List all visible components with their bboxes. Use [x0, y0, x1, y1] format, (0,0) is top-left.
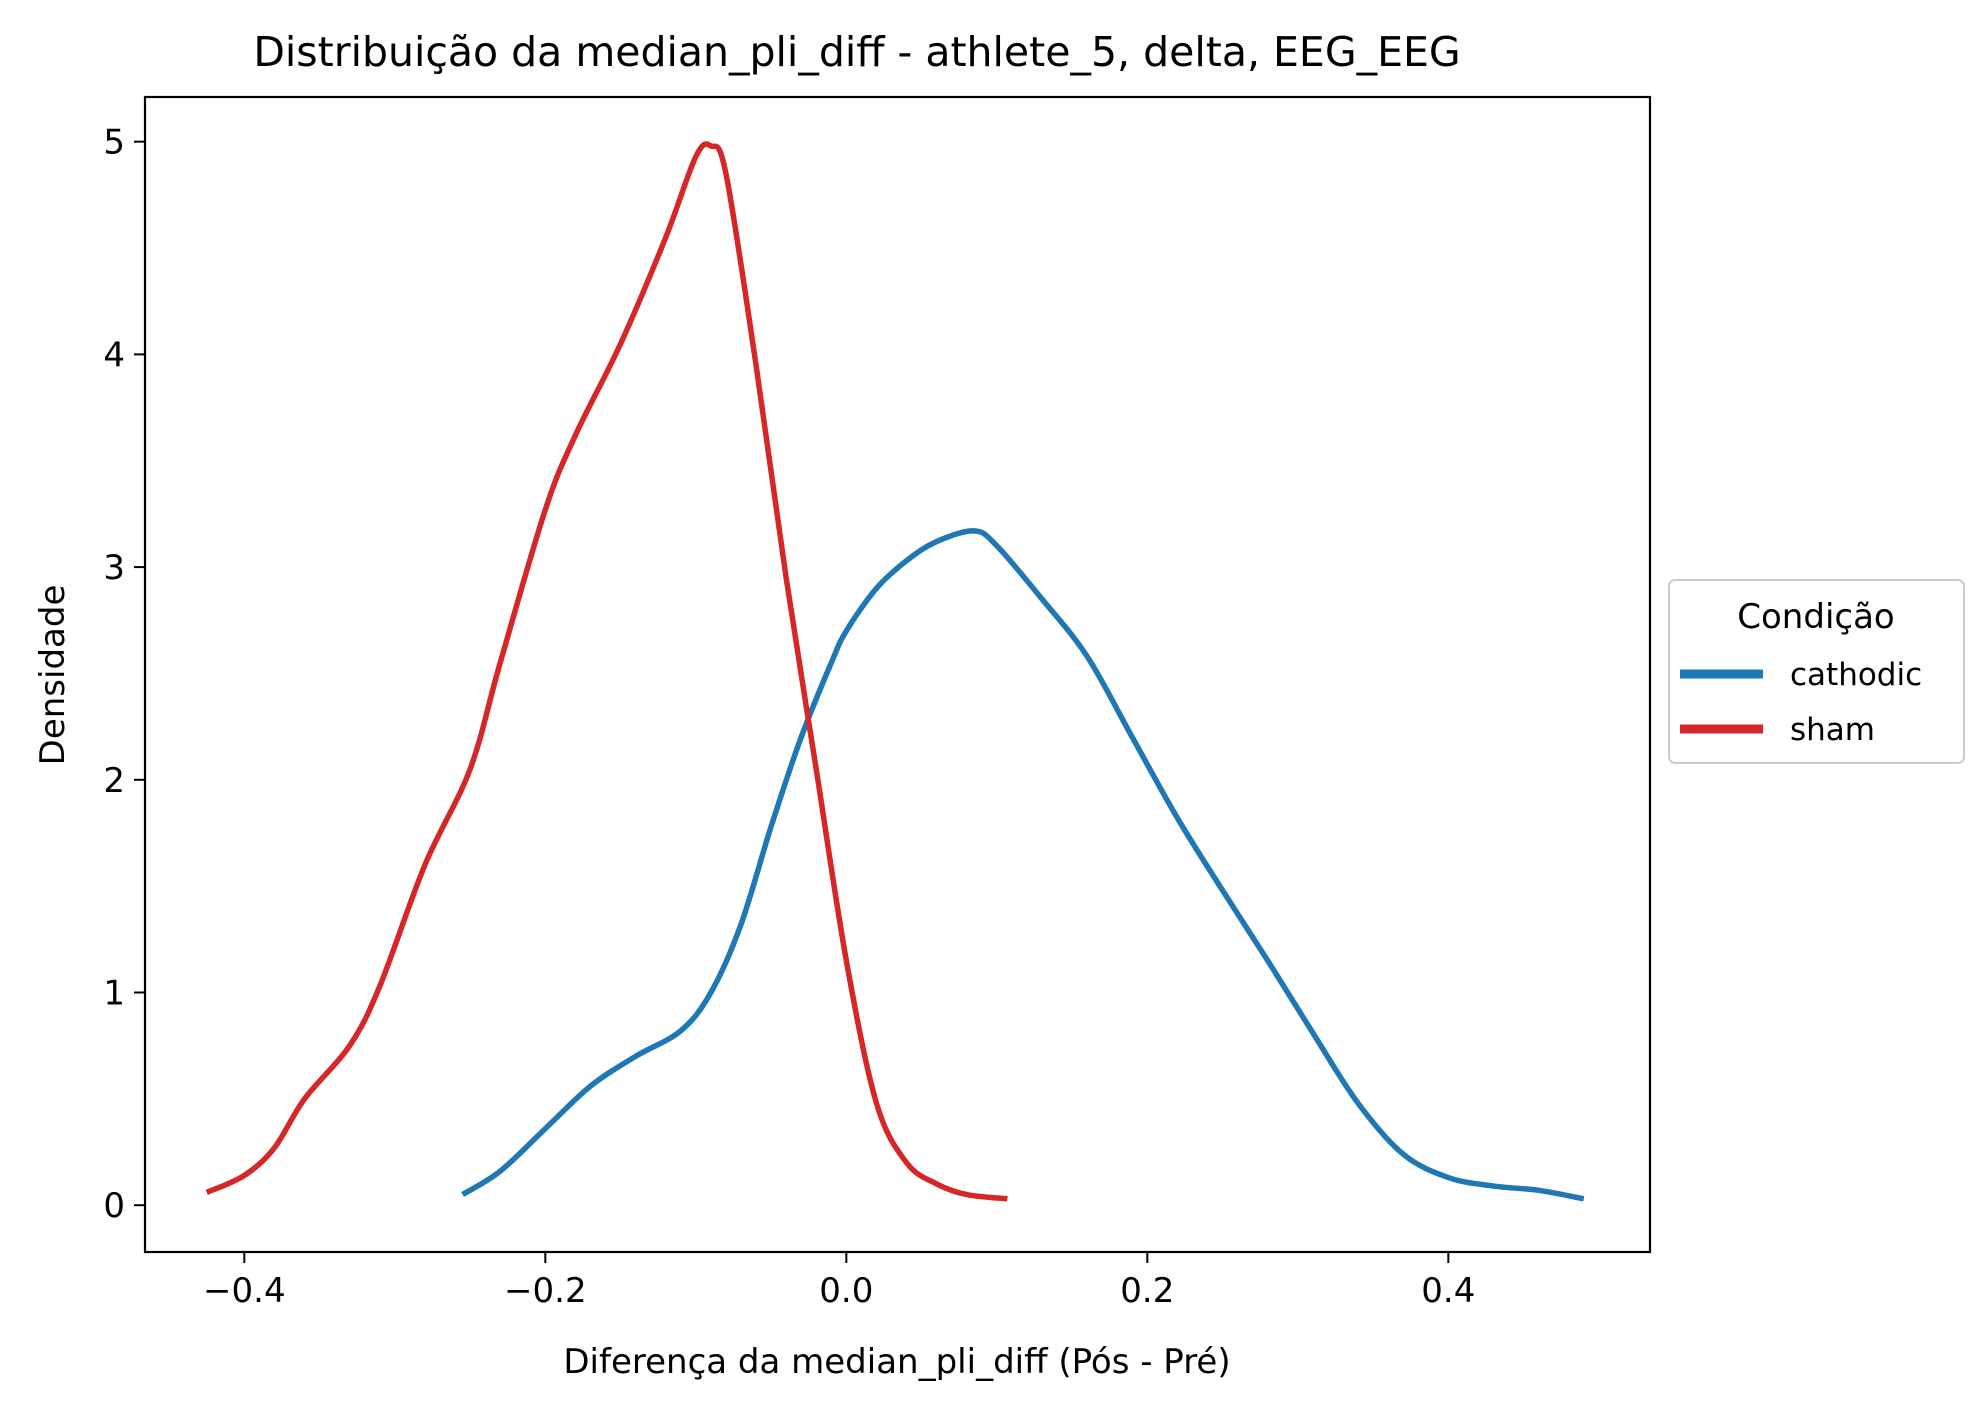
y-axis-label: Densidade [33, 585, 73, 766]
legend-box [1668, 579, 1965, 764]
x-tick-label: 0.0 [819, 1271, 873, 1311]
y-tick-label: 3 [103, 548, 125, 588]
y-axis-ticks: 0 1 2 3 4 5 [103, 123, 145, 1226]
x-axis-label: Diferença da median_pli_diff (Pós - Pré) [563, 1342, 1230, 1382]
series-layer [205, 141, 1585, 1202]
y-tick-label: 2 [103, 761, 125, 801]
x-tick-label: 0.2 [1120, 1271, 1174, 1311]
y-tick-label: 0 [103, 1186, 125, 1226]
series-line-sham [205, 141, 1008, 1202]
series-line-cathodic [461, 528, 1585, 1202]
y-tick-label: 4 [103, 335, 125, 375]
y-tick-label: 5 [103, 123, 125, 163]
legend-label-sham: sham [1790, 712, 1875, 748]
legend: Condição cathodic sham [1668, 579, 1965, 764]
x-axis-ticks: −0.4 −0.2 0.0 0.2 0.4 [203, 1252, 1475, 1311]
x-tick-label: −0.2 [504, 1271, 587, 1311]
legend-label-cathodic: cathodic [1790, 657, 1922, 693]
x-tick-label: −0.4 [203, 1271, 286, 1311]
plot-frame [143, 95, 1652, 1254]
x-tick-label: 0.4 [1421, 1271, 1475, 1311]
y-tick-label: 1 [103, 973, 125, 1013]
chart-title: Distribuição da median_pli_diff - athlet… [253, 28, 1460, 76]
legend-title: Condição [1737, 597, 1894, 637]
